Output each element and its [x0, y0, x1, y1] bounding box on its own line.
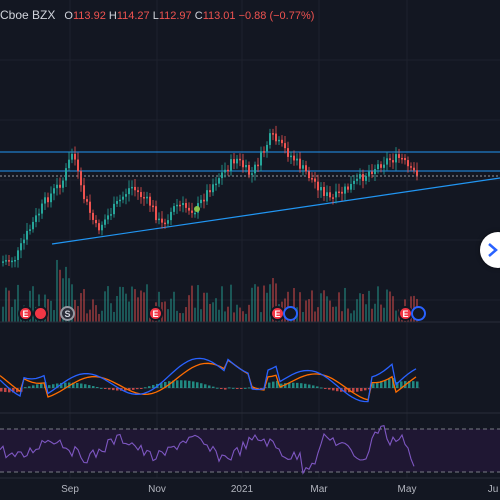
signal-marker [194, 206, 200, 212]
macd-pane [0, 357, 420, 403]
open-label: O [64, 10, 73, 22]
time-axis-label: Nov [148, 484, 166, 495]
time-axis-label: Mar [310, 484, 328, 495]
open-value: 113.92 [72, 10, 106, 22]
scroll-to-realtime-button[interactable] [480, 232, 500, 268]
earnings-event-marker[interactable] [33, 306, 48, 321]
time-axis-label: 2021 [230, 484, 254, 495]
dividend-event-marker[interactable] [283, 306, 298, 321]
dividend-event-marker[interactable] [411, 306, 426, 321]
grid-lines [0, 0, 500, 478]
low-label: L [152, 10, 159, 22]
close-label: C [194, 10, 203, 22]
earnings-event-marker[interactable]: E [148, 306, 163, 321]
symbol-legend: Cboe BZX O113.92 H114.27 L112.97 C113.01… [0, 8, 314, 22]
chevron-right-icon [488, 243, 498, 257]
close-value: 113.01 [202, 10, 236, 22]
time-axis-label: Sep [61, 484, 79, 495]
symbol-name[interactable]: Cboe BZX [0, 8, 56, 22]
rsi-line [0, 425, 415, 475]
price-candles [2, 125, 418, 268]
trendline[interactable] [51, 177, 500, 245]
time-axis-label: May [397, 484, 417, 495]
split-event-marker[interactable]: S [60, 306, 75, 321]
time-axis-label: Ju [487, 484, 499, 495]
earnings-event-marker[interactable]: E [18, 306, 33, 321]
high-label: H [108, 10, 117, 22]
rsi-band [0, 429, 500, 472]
low-value: 112.97 [158, 10, 192, 22]
change-value: −0.88 (−0.77%) [238, 10, 315, 22]
high-value: 114.27 [116, 10, 150, 22]
